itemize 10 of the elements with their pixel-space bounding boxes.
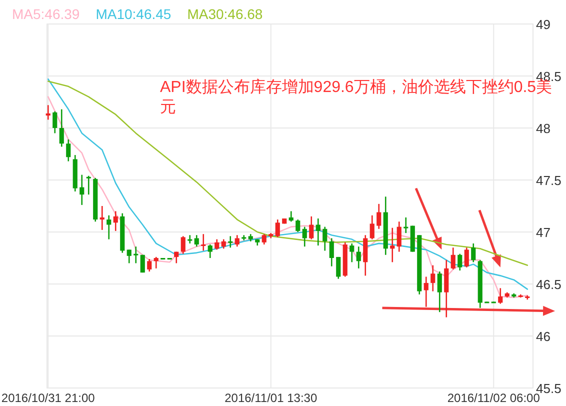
x-tick-label: 2016/11/01 13:30 xyxy=(224,391,318,405)
y-tick-label: 47.5 xyxy=(536,173,562,188)
x-tick-label: 2016/10/31 21:00 xyxy=(1,391,96,405)
y-tick-label: 47 xyxy=(536,225,550,240)
y-tick-label: 49 xyxy=(536,17,550,32)
legend: MA5:46.39 MA10:46.45 MA30:46.68 xyxy=(12,6,263,22)
y-tick-label: 48 xyxy=(536,121,550,136)
x-tick-label: 2016/11/02 06:00 xyxy=(447,391,540,405)
y-tick-label: 46.5 xyxy=(536,277,562,292)
y-tick-label: 46 xyxy=(536,329,550,344)
